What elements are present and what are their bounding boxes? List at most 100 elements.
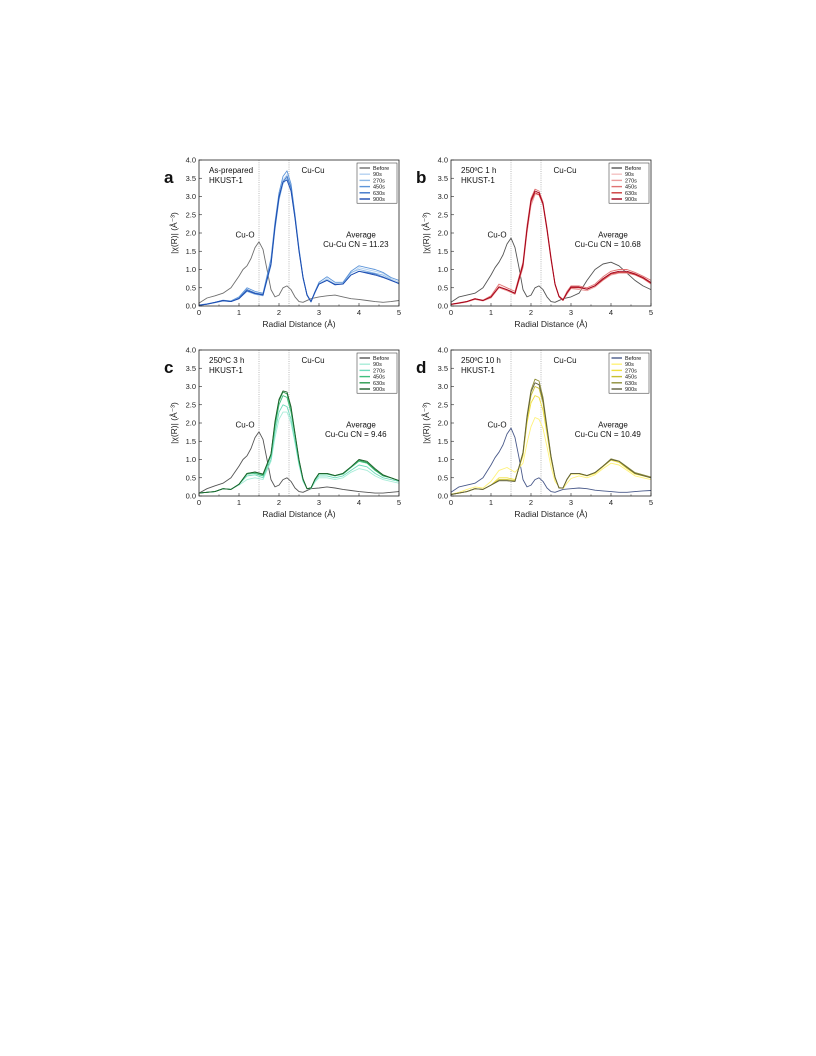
y-tick-label: 3.5 xyxy=(186,174,196,183)
x-tick-label: 5 xyxy=(649,308,653,317)
panel-letter: d xyxy=(416,358,426,377)
x-tick-label: 4 xyxy=(609,308,613,317)
series-line-900s xyxy=(450,382,652,495)
legend-label: 90s xyxy=(373,362,382,368)
legend-label: 270s xyxy=(373,368,385,374)
chart-svg-c: c 0 1 2 3 4 5 0.0 0.5 1.0 1.5 2.0 2.5 3.0 3.5 4.0 Radial… xyxy=(164,346,401,519)
x-tick-label: 1 xyxy=(237,308,241,317)
chart-svg-a: a 0 1 2 3 4 5 0.0 0.5 1.0 1.5 2.0 2.5 3.0 3.5 4.0 Radial… xyxy=(164,156,401,329)
legend-label: 900s xyxy=(625,197,637,203)
y-tick-label: 2.5 xyxy=(438,210,448,219)
chart-panel-b: b 0 1 2 3 4 5 0.0 0.5 1.0 1.5 2.0 2.5 3.0 3.5 4.0 Radial… xyxy=(415,152,670,337)
cn-annotation: Cu-Cu CN = 10.49 xyxy=(575,430,642,439)
condition-label: 250ºC 10 h xyxy=(461,356,501,365)
series-line-before xyxy=(198,431,400,494)
x-axis-label: Radial Distance (Å) xyxy=(514,509,587,519)
cn-annotation: Average xyxy=(346,230,376,239)
legend-label: 90s xyxy=(373,172,382,178)
y-tick-label: 2.0 xyxy=(438,229,448,238)
series-line-900s xyxy=(198,179,400,306)
cn-annotation: Average xyxy=(598,230,628,239)
condition-label: HKUST-1 xyxy=(209,176,243,185)
x-tick-label: 1 xyxy=(489,308,493,317)
y-tick-label: 1.0 xyxy=(186,455,196,464)
legend-label: Before xyxy=(625,166,641,172)
series-line-900s xyxy=(450,190,652,305)
condition-label: HKUST-1 xyxy=(461,366,495,375)
chart-svg-b: b 0 1 2 3 4 5 0.0 0.5 1.0 1.5 2.0 2.5 3.0 3.5 4.0 Radial… xyxy=(416,156,653,329)
x-tick-label: 2 xyxy=(277,308,281,317)
legend-label: 90s xyxy=(625,172,634,178)
series-line-630s xyxy=(198,391,400,494)
y-tick-label: 0.0 xyxy=(438,492,448,501)
y-tick-label: 4.0 xyxy=(186,156,196,165)
legend-label: 90s xyxy=(625,362,634,368)
y-tick-label: 1.0 xyxy=(186,265,196,274)
y-tick-label: 1.5 xyxy=(186,247,196,256)
peak-label-cu-cu: Cu-Cu xyxy=(301,166,324,175)
x-axis-label: Radial Distance (Å) xyxy=(262,319,335,329)
series-line-270s xyxy=(198,404,400,494)
x-axis-label: Radial Distance (Å) xyxy=(262,509,335,519)
legend-label: 630s xyxy=(625,381,637,387)
x-tick-label: 3 xyxy=(317,308,321,317)
x-tick-label: 4 xyxy=(357,308,361,317)
y-tick-label: 3.0 xyxy=(438,382,448,391)
y-tick-label: 4.0 xyxy=(438,346,448,355)
peak-label-cu-o: Cu-O xyxy=(235,420,254,429)
y-tick-label: 4.0 xyxy=(438,156,448,165)
legend-label: Before xyxy=(373,356,389,362)
series-line-90s xyxy=(450,417,652,495)
x-tick-label: 5 xyxy=(397,498,401,507)
peak-label-cu-o: Cu-O xyxy=(235,230,254,239)
chart-panel-a: a 0 1 2 3 4 5 0.0 0.5 1.0 1.5 2.0 2.5 3.0 3.5 4.0 Radial… xyxy=(163,152,418,337)
series-line-before xyxy=(198,241,400,304)
y-tick-label: 0.0 xyxy=(186,492,196,501)
legend-label: 630s xyxy=(373,191,385,197)
y-tick-label: 3.5 xyxy=(438,174,448,183)
y-tick-label: 0.5 xyxy=(186,473,196,482)
y-axis-label: |χ(R)| (Å⁻³) xyxy=(169,212,179,254)
y-tick-label: 4.0 xyxy=(186,346,196,355)
legend-label: 270s xyxy=(373,178,385,184)
y-tick-label: 2.0 xyxy=(186,229,196,238)
x-tick-label: 0 xyxy=(449,308,453,317)
x-tick-label: 0 xyxy=(197,498,201,507)
legend-label: 450s xyxy=(373,375,385,381)
peak-label-cu-cu: Cu-Cu xyxy=(553,166,576,175)
y-tick-label: 1.5 xyxy=(438,247,448,256)
cn-annotation: Average xyxy=(346,420,376,429)
chart-panel-d: d 0 1 2 3 4 5 0.0 0.5 1.0 1.5 2.0 2.5 3.0 3.5 4.0 Radial… xyxy=(415,342,670,527)
x-tick-label: 5 xyxy=(649,498,653,507)
legend-label: 450s xyxy=(373,185,385,191)
y-axis-label: |χ(R)| (Å⁻³) xyxy=(169,402,179,444)
legend-box xyxy=(608,162,650,204)
series-line-900s xyxy=(198,390,400,494)
x-tick-label: 3 xyxy=(569,308,573,317)
y-tick-label: 3.5 xyxy=(438,364,448,373)
cn-annotation: Cu-Cu CN = 9.46 xyxy=(325,430,387,439)
y-tick-label: 1.0 xyxy=(438,455,448,464)
peak-label-cu-cu: Cu-Cu xyxy=(301,356,324,365)
series-line-before xyxy=(450,237,652,303)
series-line-450s xyxy=(450,386,652,495)
x-tick-label: 1 xyxy=(489,498,493,507)
x-axis-label: Radial Distance (Å) xyxy=(514,319,587,329)
y-tick-label: 0.5 xyxy=(438,283,448,292)
y-tick-label: 3.5 xyxy=(186,364,196,373)
panel-letter: c xyxy=(164,358,173,377)
y-tick-label: 3.0 xyxy=(438,192,448,201)
series-line-before xyxy=(450,427,652,493)
y-axis-label: |χ(R)| (Å⁻³) xyxy=(421,402,431,444)
chart-panel-c: c 0 1 2 3 4 5 0.0 0.5 1.0 1.5 2.0 2.5 3.0 3.5 4.0 Radial… xyxy=(163,342,418,527)
legend-label: 270s xyxy=(625,178,637,184)
chart-svg-d: d 0 1 2 3 4 5 0.0 0.5 1.0 1.5 2.0 2.5 3.0 3.5 4.0 Radial… xyxy=(416,346,653,519)
x-tick-label: 1 xyxy=(237,498,241,507)
y-tick-label: 2.0 xyxy=(438,419,448,428)
y-tick-label: 3.0 xyxy=(186,192,196,201)
x-tick-label: 0 xyxy=(197,308,201,317)
y-tick-label: 1.0 xyxy=(438,265,448,274)
series-line-270s xyxy=(450,194,652,305)
